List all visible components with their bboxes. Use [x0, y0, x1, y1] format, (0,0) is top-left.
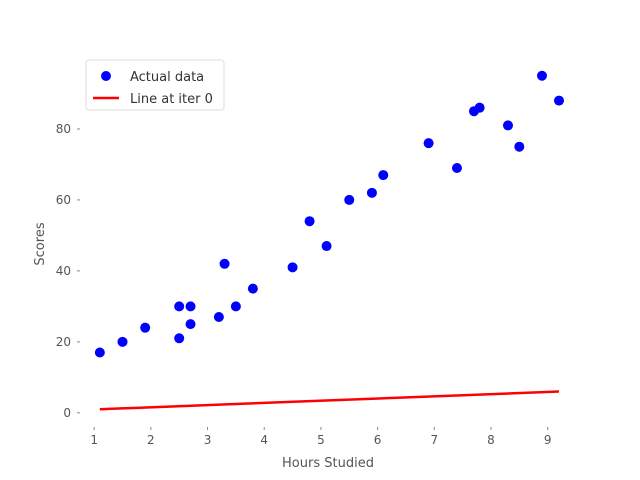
data-point [536, 70, 547, 81]
legend-marker-actual-data [101, 71, 111, 81]
legend-label-line: Line at iter 0 [130, 92, 213, 107]
data-point [117, 336, 128, 347]
data-point [304, 216, 315, 227]
data-point [213, 312, 224, 323]
y-tick-label: 20 [56, 335, 71, 349]
y-tick-label: 80 [56, 122, 71, 136]
y-axis-label: Scores [33, 222, 48, 265]
x-axis-label: Hours Studied [282, 456, 374, 471]
y-tick-label: 40 [56, 264, 71, 278]
x-tick-label: 2 [147, 433, 155, 447]
x-tick-label: 4 [260, 433, 268, 447]
series-layer [94, 70, 564, 411]
data-point [423, 138, 434, 149]
data-point [174, 333, 185, 344]
x-tick-label: 6 [374, 433, 382, 447]
data-point [451, 162, 462, 173]
data-point [553, 95, 564, 106]
data-point [185, 301, 196, 312]
data-point [378, 170, 389, 181]
x-tick-label: 1 [90, 433, 98, 447]
x-tick-label: 8 [487, 433, 495, 447]
data-point [94, 347, 105, 358]
y-tick-label: 0 [63, 406, 71, 420]
data-point [287, 262, 298, 273]
data-point [174, 301, 185, 312]
x-tick-label: 9 [544, 433, 552, 447]
data-point [366, 187, 377, 198]
data-point [474, 102, 485, 113]
x-axis-ticks: 1 2 3 4 5 6 7 8 9 [90, 427, 551, 447]
data-point [514, 141, 525, 152]
data-point [247, 283, 258, 294]
data-point [502, 120, 513, 131]
x-tick-label: 7 [430, 433, 438, 447]
data-point [321, 241, 332, 252]
legend: Actual data Line at iter 0 [85, 59, 225, 111]
y-tick-label: 60 [56, 193, 71, 207]
x-tick-label: 3 [204, 433, 212, 447]
data-point [140, 322, 151, 333]
x-tick-label: 5 [317, 433, 325, 447]
legend-box [85, 59, 225, 111]
data-point [219, 258, 230, 269]
data-point [230, 301, 241, 312]
regression-line [99, 390, 560, 411]
y-axis-ticks: 0 20 40 60 80 [56, 122, 80, 420]
data-point [344, 194, 355, 205]
legend-label-actual-data: Actual data [130, 70, 204, 85]
data-point [185, 319, 196, 330]
